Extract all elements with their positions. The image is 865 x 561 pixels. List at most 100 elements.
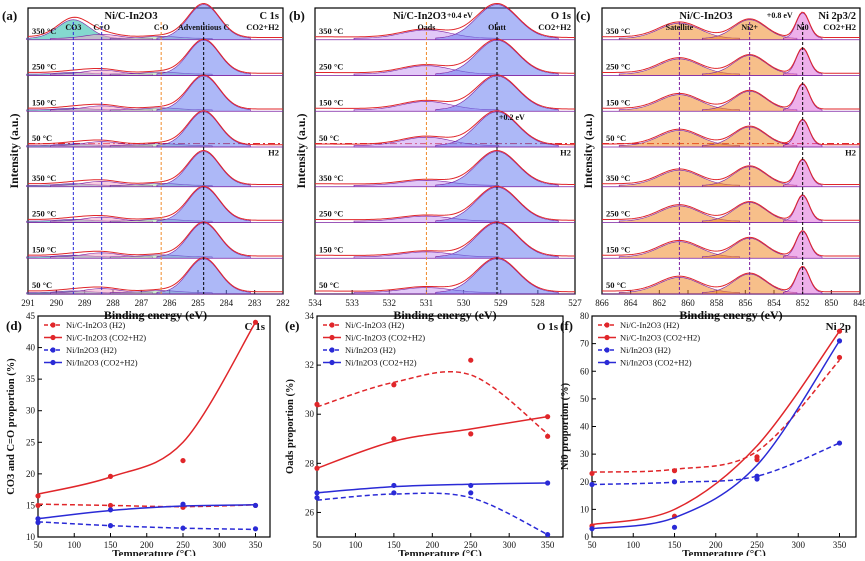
core-level-label: Ni 2p xyxy=(826,321,851,333)
x-tick-label: 250 xyxy=(464,540,478,550)
spectrum-envelope xyxy=(601,230,860,257)
data-point xyxy=(468,482,474,489)
x-tick-label: 533 xyxy=(345,298,359,308)
legend-label: Ni/C-In2O3 (H2) xyxy=(345,320,404,330)
y-tick-label: 35 xyxy=(26,374,36,384)
data-point xyxy=(107,502,114,509)
data-point xyxy=(252,526,259,532)
panel-letter: (f) xyxy=(560,318,573,333)
data-point xyxy=(589,481,595,488)
x-tick-label: 300 xyxy=(792,540,806,550)
y-axis-label: CO3 and C=O proportion (%) xyxy=(6,358,17,495)
fitted-component-peak xyxy=(702,90,798,112)
data-point xyxy=(754,473,760,479)
data-point xyxy=(589,526,595,532)
y-tick-label: 26 xyxy=(305,507,315,517)
spectrum-envelope xyxy=(601,158,860,186)
panel-letter: (a) xyxy=(2,8,17,23)
y-axis-label: Intensity (a.u.) xyxy=(7,113,21,188)
fit-curve xyxy=(591,340,841,530)
x-axis-label: Binding energy (eV) xyxy=(104,308,207,322)
x-axis-label: Temperature (°C) xyxy=(112,548,196,556)
x-tick-label: 288 xyxy=(106,298,120,308)
spectrum-envelope xyxy=(27,150,283,186)
data-point xyxy=(391,436,397,442)
x-tick-label: 200 xyxy=(140,540,154,550)
data-point xyxy=(545,531,551,538)
legend-label: Ni/C-In2O3 (CO2+H2) xyxy=(620,333,700,343)
fitted-component-peak xyxy=(156,258,251,295)
data-point xyxy=(545,433,551,439)
x-tick-label: 50 xyxy=(34,540,44,550)
spectrum-temperature-label: 250 °C xyxy=(606,62,630,72)
data-point xyxy=(314,465,320,471)
y-tick-label: 30 xyxy=(305,409,315,419)
x-tick-label: 287 xyxy=(135,298,149,308)
data-point xyxy=(314,490,320,496)
x-tick-label: 866 xyxy=(595,298,609,308)
plot-frame xyxy=(27,7,284,295)
x-tick-label: 283 xyxy=(248,298,262,308)
x-tick-label: 200 xyxy=(426,540,440,550)
spectrum-envelope xyxy=(314,185,576,221)
peak-label: Adventitious C xyxy=(178,23,230,32)
legend-marker xyxy=(329,334,335,341)
legend-marker xyxy=(604,322,610,328)
spectrum-envelope xyxy=(27,257,283,293)
y-axis-label: Intensity (a.u.) xyxy=(294,113,308,188)
y-tick-label: 32 xyxy=(305,360,314,370)
data-point xyxy=(314,401,320,407)
data-point xyxy=(468,357,474,363)
top-group-label: CO2+H2 xyxy=(823,22,856,32)
data-point xyxy=(35,519,41,526)
plot-frame xyxy=(316,315,564,538)
y-tick-label: 30 xyxy=(580,449,590,459)
spectrum-temperature-label: 250 °C xyxy=(606,209,630,219)
y-tick-label: 15 xyxy=(26,500,36,510)
fitted-component-peak xyxy=(702,166,798,188)
spectrum-temperature-label: 250 °C xyxy=(319,209,343,219)
y-tick-label: 60 xyxy=(580,366,590,376)
x-axis-label: Temperature (°C) xyxy=(682,548,766,556)
spectrum-temperature-label: 50 °C xyxy=(319,280,339,290)
spectrum-temperature-label: 50 °C xyxy=(606,280,626,290)
shift-label: +0.2 eV xyxy=(499,113,525,122)
spectrum-envelope xyxy=(601,265,860,293)
x-tick-label: 531 xyxy=(420,298,434,308)
spectrum-temperature-label: 350 °C xyxy=(319,26,343,36)
y-tick-label: 30 xyxy=(26,406,36,416)
data-point xyxy=(35,493,41,499)
fit-curve xyxy=(316,415,548,469)
x-tick-label: 528 xyxy=(531,298,545,308)
x-tick-label: 291 xyxy=(21,298,35,308)
x-tick-label: 532 xyxy=(383,298,397,308)
legend-label: Ni/In2O3 (H2) xyxy=(345,345,396,355)
y-tick-label: 25 xyxy=(26,437,36,447)
spectrum-temperature-label: 150 °C xyxy=(319,97,343,107)
data-point xyxy=(252,319,259,325)
x-tick-label: 860 xyxy=(681,298,695,308)
data-point xyxy=(545,414,551,420)
x-tick-label: 854 xyxy=(767,298,781,308)
fit-curve xyxy=(591,442,840,486)
x-tick-label: 852 xyxy=(796,298,810,308)
plot-frame xyxy=(37,315,271,538)
x-tick-label: 150 xyxy=(387,540,401,550)
data-point xyxy=(468,431,474,437)
x-tick-label: 864 xyxy=(624,298,638,308)
x-tick-label: 350 xyxy=(541,540,555,550)
legend-marker xyxy=(50,334,56,341)
top-group-label: CO2+H2 xyxy=(246,22,279,32)
spectrum-temperature-label: 50 °C xyxy=(319,133,339,143)
x-tick-label: 856 xyxy=(739,298,753,308)
data-point xyxy=(545,480,551,486)
fitted-component-peak xyxy=(435,222,559,259)
y-axis-label: Oads proportion (%) xyxy=(285,379,296,474)
panel-letter: (d) xyxy=(6,318,22,333)
spectrum-envelope xyxy=(314,2,576,39)
peak-label: C=O xyxy=(93,23,110,32)
peak-label: CO3 xyxy=(65,23,81,32)
spectrum-temperature-label: 150 °C xyxy=(32,97,56,107)
x-tick-label: 530 xyxy=(457,298,471,308)
